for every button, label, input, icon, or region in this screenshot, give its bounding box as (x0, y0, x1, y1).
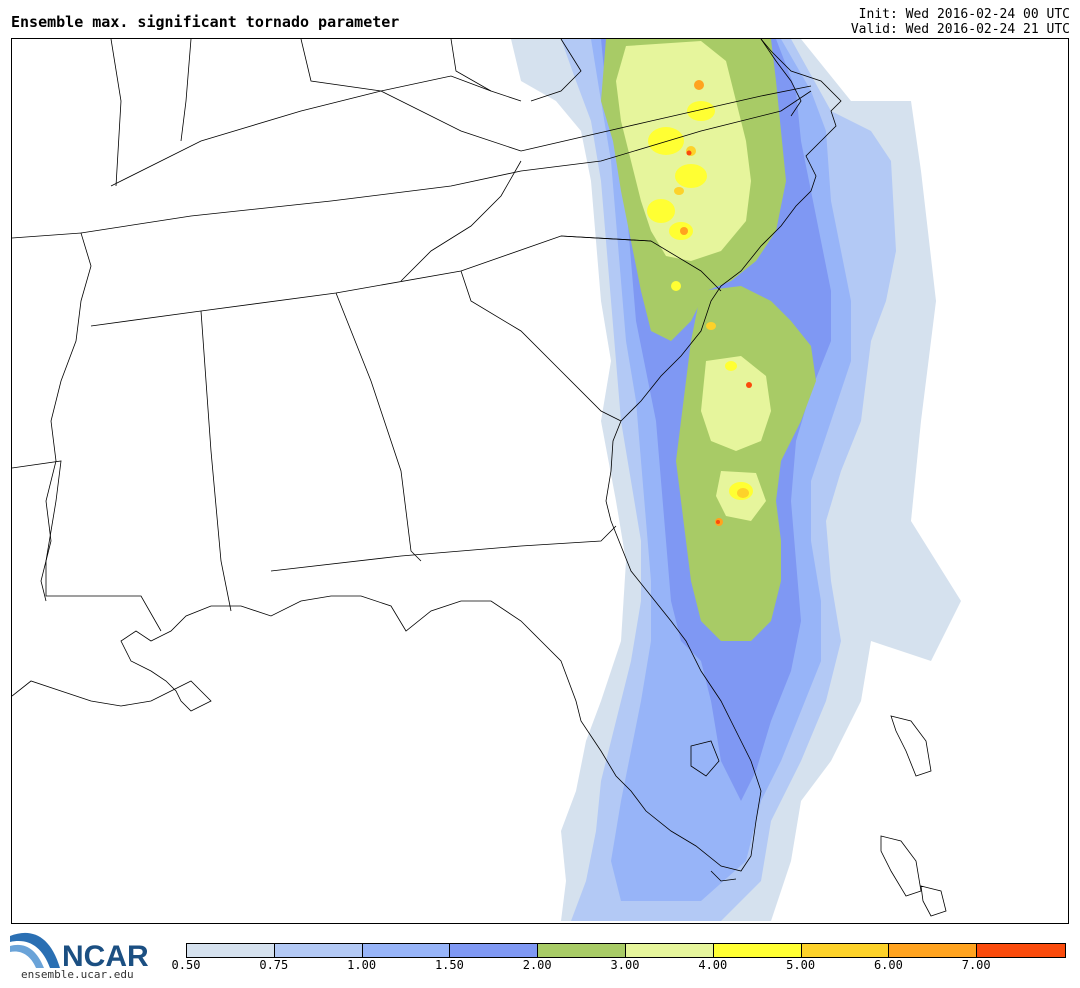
colorbar-label: 3.00 (610, 958, 640, 972)
field-6-00 (680, 80, 723, 526)
forecast-field (511, 39, 961, 921)
ky-oh-line (110, 75, 522, 187)
bahamas-3 (920, 885, 947, 917)
colorbar-cell (538, 944, 626, 957)
colorbar-label: 0.75 (259, 958, 289, 972)
ga-sc-line (460, 270, 622, 422)
nc-tn-line (400, 160, 522, 282)
logo-url: ensemble.ucar.edu (21, 968, 134, 981)
field-5-00 (674, 146, 749, 498)
colorbar-cell (187, 944, 275, 957)
map-panel (11, 38, 1069, 924)
colorbar-label: 1.00 (347, 958, 377, 972)
bahamas-2 (880, 835, 922, 897)
oh-pa-line (450, 39, 492, 92)
tn-south-line (90, 235, 652, 327)
tn-ky-line (80, 90, 812, 234)
colorbar-cell (274, 944, 363, 957)
ga-fl-line (270, 525, 617, 572)
field-7-00 (686, 150, 752, 524)
colorbar-label: 7.00 (961, 958, 991, 972)
state-boundaries (12, 39, 947, 917)
oh-in-line (180, 39, 192, 142)
lake-okeechobee (690, 740, 720, 777)
init-time: Init: Wed 2016-02-24 00 UTC (858, 7, 1070, 22)
logo-text: NCAR (62, 940, 149, 970)
colorbar (186, 943, 1066, 958)
colorbar-cell (362, 944, 451, 957)
coastline (12, 39, 842, 872)
ncar-swoosh-icon: NCAR (10, 932, 149, 973)
florida-keys (710, 870, 737, 882)
field-3-00-south (701, 356, 771, 451)
bahamas-1 (890, 715, 932, 777)
time-info: Init: Wed 2016-02-24 00 UTC Valid: Wed 2… (851, 7, 1070, 37)
colorbar-cell (977, 944, 1065, 957)
colorbar-label: 5.00 (786, 958, 816, 972)
mississippi-river (12, 232, 92, 602)
colorbar-label: 2.00 (522, 958, 552, 972)
colorbar-label: 0.50 (171, 958, 201, 972)
al-ga-line (335, 292, 422, 562)
colorbar-label: 1.50 (434, 958, 464, 972)
wv-va-line (300, 39, 522, 152)
map-svg (12, 39, 961, 921)
chesapeake (760, 39, 802, 117)
colorbar-cell (713, 944, 802, 957)
chart-title: Ensemble max. significant tornado parame… (11, 13, 400, 31)
valid-time: Valid: Wed 2016-02-24 21 UTC (850, 22, 1070, 37)
in-il-line (110, 39, 122, 187)
ncar-logo: NCAR (10, 928, 160, 984)
colorbar-label: 4.00 (698, 958, 728, 972)
colorbar-label: 6.00 (873, 958, 903, 972)
colorbar-cell (889, 944, 978, 957)
la-ms-line (12, 460, 162, 632)
colorbar-cell (625, 944, 714, 957)
va-nc-line (520, 85, 812, 152)
colorbar-cell (450, 944, 539, 957)
colorbar-cell (801, 944, 890, 957)
nc-sc-line (560, 235, 722, 292)
md-va-line (530, 39, 582, 102)
ms-al-line (200, 310, 232, 612)
